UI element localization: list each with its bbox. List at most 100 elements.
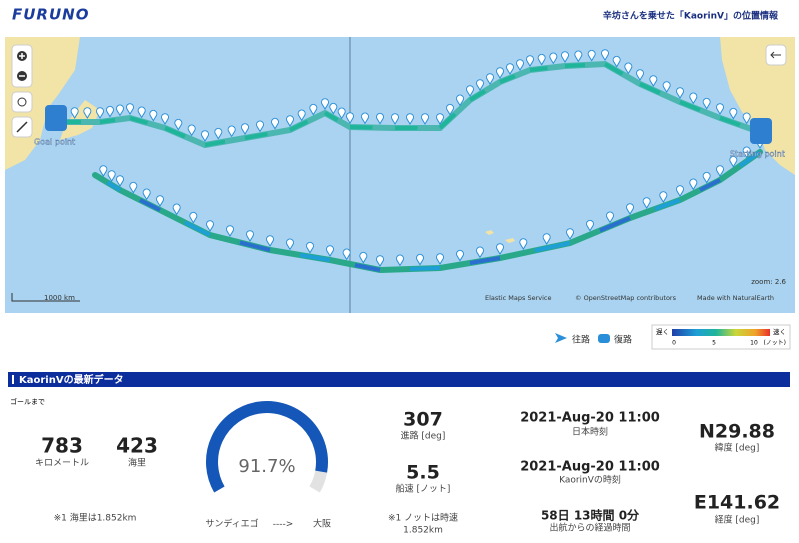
pin xyxy=(126,103,134,115)
pin xyxy=(226,225,234,237)
legend-slow: 遅く xyxy=(656,327,669,336)
pin xyxy=(241,123,249,135)
attribution: Made with NaturalEarth xyxy=(697,294,774,302)
nm-note: ※1 海里は1.852km xyxy=(54,512,137,524)
legend-tick: 0 xyxy=(672,340,676,347)
pin xyxy=(286,238,294,251)
icon xyxy=(770,51,781,59)
goal-label: Goal point xyxy=(34,138,75,147)
route-segment xyxy=(99,118,116,124)
arrow: ----> xyxy=(273,520,294,530)
pin xyxy=(321,98,329,110)
route-segment xyxy=(529,66,548,72)
pin xyxy=(476,79,484,91)
goal-flag xyxy=(45,105,67,131)
japan-time-label: 日本時刻 xyxy=(572,426,608,438)
map[interactable]: Goal point Starting point zoom: 2.6 1000… xyxy=(5,37,795,313)
route-segment xyxy=(184,220,211,237)
icon xyxy=(17,97,27,107)
pin xyxy=(496,67,504,79)
pin xyxy=(702,171,711,184)
pin xyxy=(416,253,424,266)
legend-return: 復路 xyxy=(614,334,632,346)
route-segment xyxy=(106,180,122,192)
pin xyxy=(729,107,738,120)
boat-time-label: KaorinⅤの時刻 xyxy=(559,475,621,486)
pin xyxy=(187,124,196,137)
pin xyxy=(601,49,609,61)
route-segment xyxy=(204,139,226,147)
pin xyxy=(189,211,198,224)
pin xyxy=(99,165,108,177)
gauge-fill xyxy=(206,401,328,493)
pin xyxy=(516,59,524,71)
scale-label: 1000 km xyxy=(44,294,75,302)
latitude-label: 緯度 [deg] xyxy=(715,442,760,454)
pin xyxy=(297,109,306,122)
pin xyxy=(391,113,399,125)
km-unit: キロメートル xyxy=(35,459,89,469)
pin xyxy=(537,53,546,66)
pin xyxy=(574,50,583,63)
route-segment xyxy=(299,253,331,262)
section-title: KaorinⅤの最新データ xyxy=(19,373,124,386)
pin xyxy=(214,127,223,140)
land xyxy=(720,37,795,175)
pin xyxy=(246,230,254,242)
route-segment xyxy=(244,132,268,140)
pin xyxy=(116,104,124,117)
section-mark xyxy=(12,375,14,384)
route-segment xyxy=(469,256,501,265)
pin xyxy=(256,120,264,133)
pin xyxy=(70,107,79,119)
pin xyxy=(359,251,368,264)
japan-time: 2021-Aug-20 11:00 xyxy=(520,411,660,426)
scale-bar xyxy=(11,293,80,302)
legend-tick: 5 xyxy=(712,340,716,347)
pin xyxy=(174,118,183,131)
pin xyxy=(436,253,444,265)
pin xyxy=(326,245,334,257)
route-segment xyxy=(324,111,339,122)
pin xyxy=(396,254,404,267)
pin xyxy=(716,103,724,115)
zoom-controls xyxy=(11,44,787,138)
pin xyxy=(689,178,698,191)
longitude: E141.62 xyxy=(694,492,780,514)
pin xyxy=(506,63,514,75)
page-title: 辛坊さんを乗せた「KaorinⅤ」の位置情報 xyxy=(603,10,779,22)
pin xyxy=(436,113,444,125)
pin xyxy=(83,107,92,119)
pin xyxy=(549,52,558,65)
pin xyxy=(106,105,114,118)
pin xyxy=(107,170,116,182)
locate[interactable] xyxy=(11,91,33,113)
pin xyxy=(266,235,274,247)
route-segment xyxy=(129,116,149,125)
pin xyxy=(206,220,214,232)
nm-unit: 海里 xyxy=(128,457,146,469)
outbound-icon xyxy=(555,333,567,343)
pin xyxy=(659,191,668,203)
pin xyxy=(649,75,658,87)
speed-value: 5.5 xyxy=(406,462,440,484)
pin xyxy=(612,55,621,68)
pin xyxy=(172,203,181,216)
route-segment xyxy=(738,150,762,168)
zoom-level: zoom: 2.6 xyxy=(751,278,786,286)
speed-note: 1.852km xyxy=(403,526,443,536)
route-segment xyxy=(604,62,624,76)
pin xyxy=(466,85,474,97)
pin xyxy=(542,233,551,245)
pin xyxy=(729,155,738,168)
route-segment xyxy=(164,126,186,139)
route-segment xyxy=(409,266,441,271)
pin xyxy=(716,165,724,177)
route-segment xyxy=(349,125,373,130)
pin xyxy=(742,146,751,159)
pin xyxy=(587,49,596,62)
legend-tick: 10 xyxy=(750,340,758,347)
longitude-label: 経度 [deg] xyxy=(715,514,760,526)
